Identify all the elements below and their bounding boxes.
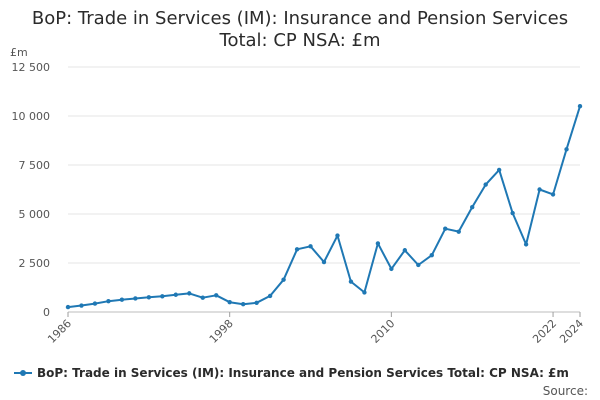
data-point (537, 187, 542, 192)
grid-lines (68, 66, 580, 313)
data-point (443, 226, 448, 231)
data-point (200, 295, 205, 300)
data-point (416, 262, 421, 268)
legend: BoP: Trade in Services (IM): Insurance a… (14, 366, 569, 380)
data-point (348, 279, 354, 284)
data-point (133, 296, 138, 301)
data-point (308, 244, 313, 249)
y-tick-label: 10 000 (12, 110, 51, 123)
data-point (321, 259, 327, 265)
data-point (146, 295, 152, 300)
source-note: Source: (542, 384, 588, 398)
data-point (429, 252, 434, 258)
data-point (227, 300, 232, 305)
series-layer (65, 104, 583, 310)
data-point (254, 300, 259, 305)
y-tick-label: 7 500 (19, 159, 51, 172)
x-tick-label: 2010 (368, 317, 397, 346)
data-point (470, 204, 475, 210)
chart-title: BoP: Trade in Services (IM): Insurance a… (0, 8, 600, 52)
data-point (92, 301, 98, 306)
data-point (173, 292, 178, 297)
data-point (577, 104, 583, 109)
data-point (456, 229, 461, 234)
data-point (160, 294, 165, 299)
data-point (294, 247, 300, 252)
data-point (65, 304, 71, 310)
chart-title-line-1: BoP: Trade in Services (IM): Insurance a… (31, 8, 569, 29)
data-point (119, 297, 125, 302)
y-tick-label: 0 (43, 306, 50, 319)
data-point (79, 303, 84, 308)
data-point (362, 290, 367, 295)
y-tick-label: 5 000 (19, 208, 51, 221)
data-point (402, 248, 408, 253)
data-point (550, 192, 556, 197)
y-tick-label: 12 500 (12, 61, 51, 74)
data-point (187, 291, 192, 296)
chart-title-line-2: Total: CP NSA: £m (219, 30, 381, 51)
data-point (240, 301, 246, 307)
y-tick-label: 2 500 (19, 257, 51, 270)
legend-marker (20, 370, 26, 376)
data-point (335, 233, 340, 238)
data-point (389, 266, 394, 272)
data-point (510, 210, 515, 216)
data-point (375, 241, 381, 246)
legend-swatch (14, 370, 32, 376)
x-tick-label: 1998 (207, 317, 236, 346)
axes: £m 0 2 500 5 000 7 500 10 000 12 500 1986 1998 20… (10, 46, 586, 346)
x-tick-label: 1986 (45, 317, 74, 346)
data-point (564, 147, 569, 152)
x-tick-label: 2022 (530, 317, 559, 346)
y-axis-unit-label: £m (10, 46, 28, 59)
data-point (281, 277, 286, 282)
data-point (267, 293, 273, 299)
x-tick-label: 2024 (557, 317, 586, 346)
data-point (483, 182, 488, 187)
series-line (67, 105, 581, 309)
legend-label: BoP: Trade in Services (IM): Insurance a… (37, 366, 569, 380)
data-point (496, 167, 502, 173)
data-point (523, 242, 529, 247)
data-point (214, 293, 219, 298)
data-point (106, 299, 111, 304)
